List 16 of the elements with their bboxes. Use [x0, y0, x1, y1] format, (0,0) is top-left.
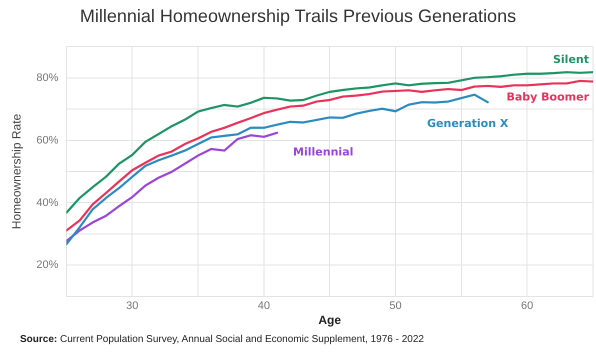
y-tick-label: 80%	[36, 72, 59, 84]
series-label: Millennial	[293, 146, 354, 159]
x-tick-label: 40	[258, 300, 270, 312]
chart-title: Millennial Homeownership Trails Previous Generations	[78, 6, 518, 27]
x-tick-label: 50	[389, 300, 402, 312]
series-label: Generation X	[427, 117, 509, 130]
series-label: Silent	[552, 53, 589, 66]
y-tick-label: 20%	[36, 259, 59, 272]
x-axis-title: Age	[318, 313, 342, 328]
x-tick-label: 60	[521, 300, 534, 312]
source-note: Source: Current Population Survey, Annual Social and Economic Supplement, 1976 - 2022	[20, 334, 424, 345]
x-tick-label: 30	[126, 300, 138, 312]
y-tick-label: 40%	[36, 196, 59, 209]
y-tick-label: 60%	[36, 134, 59, 146]
y-axis-title: Homeownership Rate	[10, 113, 24, 230]
series-label: Baby Boomer	[506, 90, 590, 104]
